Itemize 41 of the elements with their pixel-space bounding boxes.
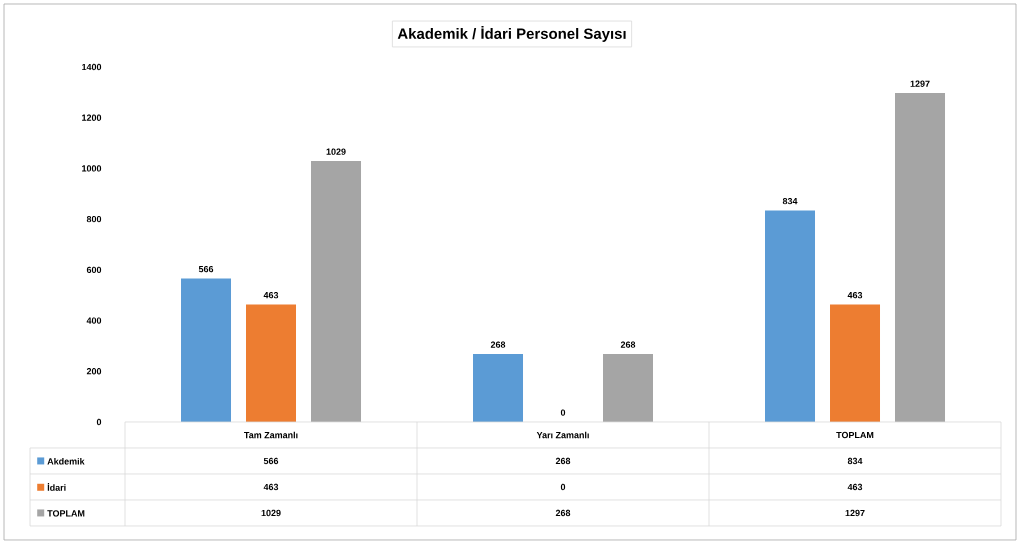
y-tick-label: 600 <box>86 266 102 274</box>
x-tick-label: Yarı Zamanlı <box>536 431 589 439</box>
data-label: 834 <box>847 457 863 465</box>
data-label: 463 <box>263 483 279 491</box>
data-label: 268 <box>555 509 571 517</box>
bar <box>311 161 362 422</box>
data-label: 1029 <box>261 509 281 517</box>
data-label: 0 <box>560 483 566 491</box>
data-label: 1297 <box>845 509 865 517</box>
data-label: 566 <box>263 457 279 465</box>
annotation: 1029 <box>326 148 346 155</box>
y-tick-label: 0 <box>96 418 102 426</box>
y-tick-label: 200 <box>86 368 102 375</box>
y-tick-label: 800 <box>86 215 102 223</box>
annotation: 268 <box>490 341 506 348</box>
x-tick-label: Tam Zamanlı <box>244 431 298 439</box>
bar <box>765 210 816 422</box>
y-tick-label: 1000 <box>82 165 102 172</box>
annotation: 834 <box>782 197 798 205</box>
legend-label: İdari <box>47 483 66 491</box>
y-tick-label: 1400 <box>82 63 102 71</box>
y-tick-label: 400 <box>86 317 102 324</box>
x-tick-label: TOPLAM <box>836 431 874 439</box>
annotation: 1297 <box>910 80 930 87</box>
annotation: 0 <box>560 409 566 416</box>
chart-title: Akademik / İdari Personel Sayısı <box>397 26 626 42</box>
annotation: 566 <box>198 265 214 273</box>
legend-label: TOPLAM <box>47 510 85 517</box>
y-tick-label: 1200 <box>82 114 102 121</box>
bar <box>830 304 881 422</box>
annotation: 463 <box>847 292 863 299</box>
bar <box>603 354 654 422</box>
data-label: 268 <box>555 457 571 465</box>
bar <box>895 93 946 422</box>
data-label: 463 <box>847 483 863 491</box>
bar <box>246 304 297 422</box>
annotation: 463 <box>263 292 279 299</box>
annotation: 268 <box>620 341 636 348</box>
bar <box>181 278 232 422</box>
legend-label: Akdemik <box>47 457 85 465</box>
bar <box>473 354 524 422</box>
